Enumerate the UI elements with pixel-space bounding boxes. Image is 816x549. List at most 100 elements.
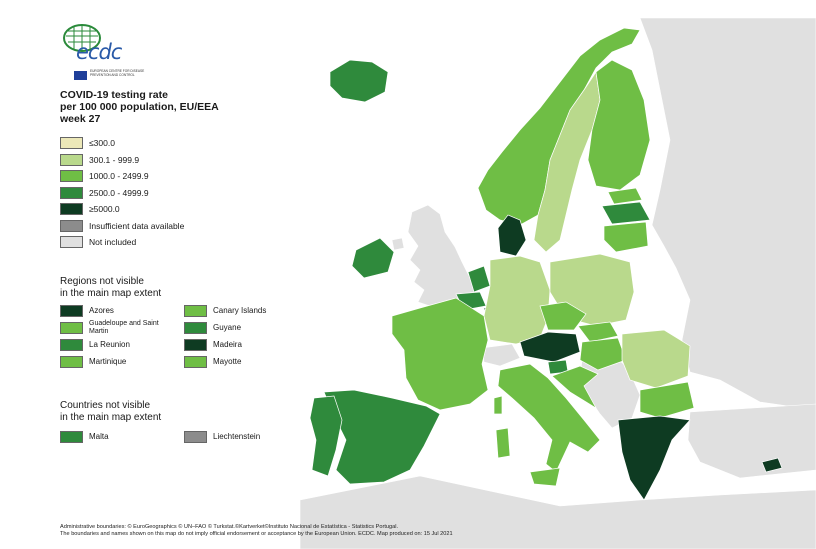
country-austria <box>519 331 581 363</box>
footer-line-2: The boundaries and names shown on this m… <box>60 531 453 537</box>
countries-title-line-1: Countries not visible <box>60 400 151 411</box>
legend-label: Insufficient data available <box>89 220 185 231</box>
region-label: Canary Islands <box>213 306 267 315</box>
region-swatch <box>60 356 83 368</box>
eu-countries <box>309 27 783 501</box>
region-label: Martinique <box>89 357 127 366</box>
country-swatch <box>184 431 207 443</box>
region-item: Azores <box>60 304 184 318</box>
legend-label: 1000.0 - 2499.9 <box>89 171 149 182</box>
region-label: Mayotte <box>213 357 242 366</box>
footer-line-1: Administrative boundaries: © EuroGeograp… <box>60 524 399 530</box>
country-lithuania <box>603 221 649 253</box>
country-label: Liechtenstein <box>213 432 261 441</box>
region-item: Mayotte <box>184 355 314 369</box>
northern-ireland <box>391 237 405 251</box>
regions-legend: Azores Canary Islands Guadeloupe and Saint… <box>60 304 314 369</box>
legend-swatch <box>60 153 83 166</box>
country-croatia <box>551 365 599 409</box>
region-item: Madeira <box>184 338 314 352</box>
eu-flag-icon <box>74 71 87 80</box>
region-label: Guyane <box>213 323 242 332</box>
legend-item: ≥5000.0 <box>60 201 184 218</box>
country-sicily <box>529 467 561 487</box>
country-czechia <box>539 301 587 331</box>
region-swatch <box>184 322 207 334</box>
legend-item: 2500.0 - 4999.9 <box>60 185 184 202</box>
map-footer: Administrative boundaries: © EuroGeograp… <box>60 524 453 538</box>
region-swatch <box>60 339 83 351</box>
region-item: Guadeloupe and Saint Martin <box>60 320 184 335</box>
country-italy <box>497 363 601 473</box>
legend-item: Insufficient data available <box>60 218 184 235</box>
countries-title: Countries not visible in the main map ex… <box>60 400 161 424</box>
regions-title: Regions not visible in the main map exte… <box>60 276 161 300</box>
country-estonia <box>607 187 643 205</box>
country-germany <box>483 255 551 345</box>
legend-item: Not included <box>60 234 184 251</box>
country-item: Malta <box>60 430 184 444</box>
legend-swatch <box>60 137 83 150</box>
country-france <box>391 297 489 411</box>
legend-swatch <box>60 203 83 216</box>
legend-swatch <box>60 236 83 249</box>
legend-swatch <box>60 219 83 232</box>
country-portugal <box>309 395 343 477</box>
country-spain <box>323 389 441 485</box>
region-item: Canary Islands <box>184 304 314 318</box>
legend-item: 300.1 - 999.9 <box>60 152 184 169</box>
region-label: Azores <box>89 306 114 315</box>
legend-item: ≤300.0 <box>60 135 184 152</box>
country-swatch <box>60 431 83 443</box>
country-bulgaria <box>639 381 695 419</box>
country-romania <box>621 329 691 389</box>
regions-title-line-1: Regions not visible <box>60 276 144 287</box>
region-label: Madeira <box>213 340 242 349</box>
ecdc-logo-subtext: European Centre for Disease Prevention a… <box>90 69 145 77</box>
ecdc-logo <box>60 22 150 84</box>
country-finland <box>587 59 651 191</box>
uk-land <box>407 204 479 307</box>
globe-icon <box>63 24 101 52</box>
north-africa <box>299 475 816 549</box>
legend-swatch <box>60 170 83 183</box>
non-eu-land <box>299 17 816 549</box>
legend-label: Not included <box>89 237 137 248</box>
title-line-3: week 27 <box>60 113 101 125</box>
turkey <box>687 403 816 479</box>
regions-title-line-2: in the main map extent <box>60 288 162 299</box>
country-label: Malta <box>89 432 109 441</box>
countries-title-line-2: in the main map extent <box>60 412 162 423</box>
map-legend: ≤300.0 300.1 - 999.9 1000.0 - 2499.9 2500.0… <box>60 135 184 251</box>
countries-legend: Malta Liechtenstein <box>60 430 314 444</box>
country-denmark <box>497 214 527 257</box>
region-swatch <box>60 322 83 334</box>
country-item: Liechtenstein <box>184 430 314 444</box>
region-item: Guyane <box>184 321 314 335</box>
country-hungary <box>579 337 627 371</box>
country-iceland <box>329 59 389 103</box>
region-label: La Reunion <box>89 340 130 349</box>
region-swatch <box>184 305 207 317</box>
legend-item: 1000.0 - 2499.9 <box>60 168 184 185</box>
country-slovakia <box>577 321 619 343</box>
country-ireland <box>351 237 395 279</box>
legend-label: ≤300.0 <box>89 138 115 149</box>
title-line-1: COVID-19 testing rate <box>60 89 168 101</box>
switzerland <box>481 343 521 367</box>
country-sardinia <box>495 427 511 459</box>
region-swatch <box>60 305 83 317</box>
legend-swatch <box>60 186 83 199</box>
map-title: COVID-19 testing rate per 100 000 popula… <box>60 89 310 125</box>
region-label: Guadeloupe and Saint Martin <box>89 320 159 335</box>
region-swatch <box>184 356 207 368</box>
region-item: Martinique <box>60 355 184 369</box>
country-corsica <box>493 395 503 415</box>
title-line-2: per 100 000 population, EU/EEA <box>60 101 219 113</box>
region-item: La Reunion <box>60 338 184 352</box>
country-greece <box>617 415 691 501</box>
country-latvia <box>601 201 651 225</box>
legend-label: 300.1 - 999.9 <box>89 154 140 165</box>
country-cyprus <box>761 457 783 473</box>
